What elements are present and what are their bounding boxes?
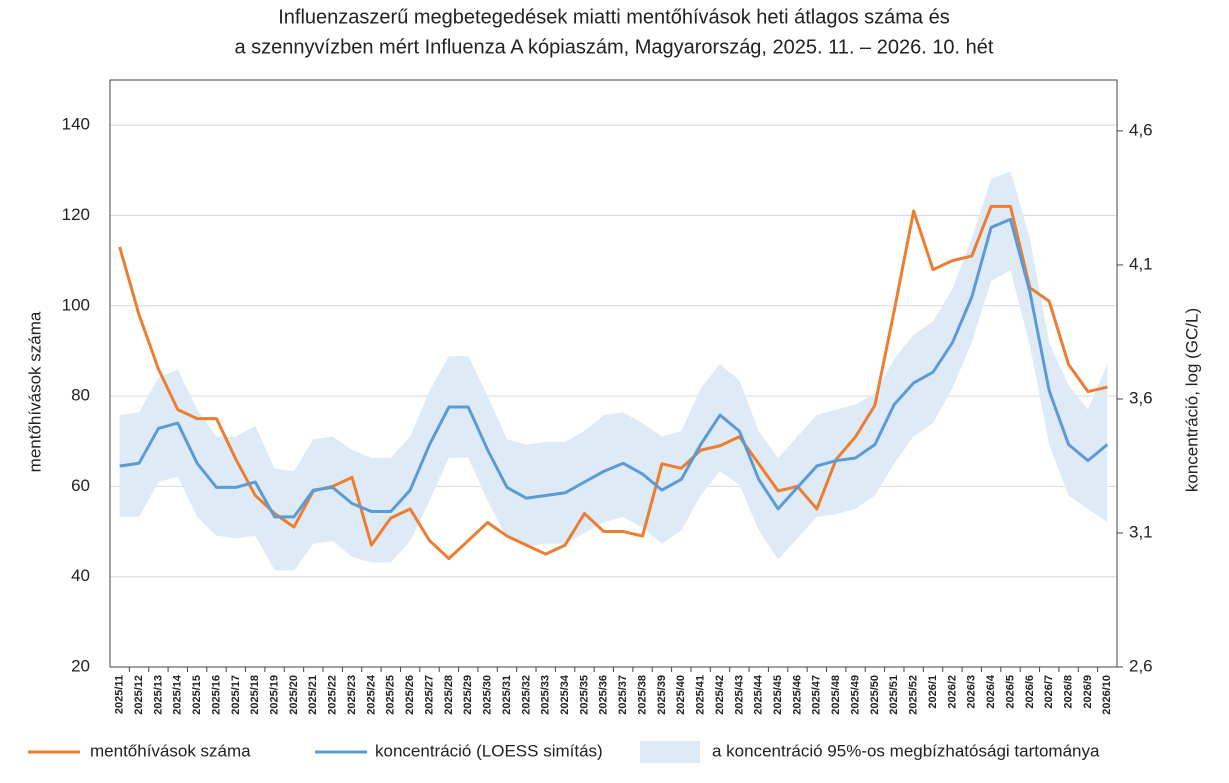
x-tick-label: 2025/18 (249, 675, 261, 715)
x-tick-label: 2025/33 (540, 675, 552, 715)
x-tick-label: 2025/37 (617, 675, 629, 715)
x-tick-label: 2025/22 (327, 675, 339, 715)
x-tick-label: 2026/6 (1024, 675, 1036, 709)
x-tick-label: 2025/49 (849, 675, 861, 715)
x-tick-label: 2025/13 (152, 675, 164, 715)
x-tick-label: 2026/4 (985, 674, 997, 709)
x-tick-label: 2025/14 (172, 674, 184, 715)
legend-label: koncentráció (LOESS simítás) (375, 741, 603, 760)
x-tick-label: 2025/38 (636, 675, 648, 715)
chart-title: a szennyvízben mért Influenza A kópiaszá… (235, 36, 994, 58)
y-tick-label: 40 (71, 566, 90, 585)
y2-tick-label: 3,1 (1129, 522, 1153, 541)
x-tick-label: 2025/47 (811, 675, 823, 715)
x-tick-label: 2025/19 (269, 675, 281, 715)
x-tick-label: 2025/17 (230, 675, 242, 715)
x-tick-label: 2025/28 (443, 675, 455, 715)
y2-tick-label: 3,6 (1129, 388, 1153, 407)
y2-tick-label: 2,6 (1129, 656, 1153, 675)
y-tick-label: 80 (71, 386, 90, 405)
x-tick-label: 2025/36 (598, 675, 610, 715)
x-tick-label: 2026/8 (1062, 675, 1074, 709)
x-tick-label: 2025/46 (791, 675, 803, 715)
x-tick-label: 2025/52 (908, 675, 920, 715)
x-tick-label: 2026/1 (927, 675, 939, 709)
x-tick-label: 2025/32 (520, 675, 532, 715)
x-tick-label: 2025/12 (133, 675, 145, 715)
x-tick-label: 2025/21 (307, 675, 319, 715)
x-tick-label: 2025/34 (559, 674, 571, 715)
confidence-band (119, 171, 1108, 571)
y-tick-label: 100 (62, 295, 90, 314)
series-line (119, 217, 1109, 519)
series-line (118, 204, 1108, 561)
legend-label: mentőhívások száma (90, 741, 251, 760)
x-tick-label: 2025/23 (346, 675, 358, 715)
y-tick-label: 120 (62, 205, 90, 224)
legend-label: a koncentráció 95%-os megbízhatósági tar… (712, 741, 1100, 760)
x-tick-label: 2025/20 (288, 675, 300, 715)
x-tick-label: 2025/11 (114, 675, 126, 714)
x-tick-label: 2025/16 (210, 675, 222, 715)
x-tick-label: 2025/35 (578, 675, 590, 715)
x-tick-label: 2025/30 (482, 675, 494, 715)
x-tick-label: 2025/43 (733, 675, 745, 715)
x-tick-label: 2026/7 (1043, 675, 1055, 709)
x-tick-label: 2025/24 (365, 674, 377, 715)
x-tick-label: 2026/5 (1004, 675, 1016, 709)
x-tick-label: 2025/48 (830, 675, 842, 715)
x-tick-label: 2025/27 (423, 675, 435, 715)
y-tick-label: 20 (71, 656, 90, 675)
chart-title: Influenzaszerű megbetegedések miatti men… (278, 6, 949, 28)
legend-swatch (640, 741, 700, 763)
x-tick-label: 2025/45 (772, 675, 784, 715)
y2-axis-label: koncentráció, log (GC/L) (1182, 308, 1201, 492)
y2-tick-label: 4,6 (1129, 120, 1153, 139)
x-tick-label: 2026/10 (1101, 675, 1113, 715)
x-tick-label: 2025/50 (869, 675, 881, 715)
x-tick-label: 2025/42 (714, 675, 726, 715)
x-tick-label: 2025/29 (462, 675, 474, 715)
x-tick-label: 2025/25 (385, 675, 397, 715)
x-tick-label: 2026/9 (1082, 675, 1094, 709)
x-tick-label: 2025/40 (675, 675, 687, 715)
x-tick-label: 2025/41 (695, 675, 707, 715)
x-tick-label: 2025/15 (191, 675, 203, 715)
x-tick-label: 2025/44 (753, 674, 765, 715)
x-tick-label: 2026/3 (966, 675, 978, 709)
x-tick-label: 2026/2 (946, 675, 958, 709)
x-tick-label: 2025/39 (656, 675, 668, 715)
x-tick-label: 2025/31 (501, 675, 513, 715)
y2-tick-label: 4,1 (1129, 254, 1153, 273)
y-axis-label: mentőhívások száma (25, 311, 44, 472)
x-tick-label: 2025/51 (888, 675, 900, 715)
x-tick-label: 2025/26 (404, 675, 416, 715)
y-tick-label: 60 (71, 476, 90, 495)
y-tick-label: 140 (62, 115, 90, 134)
